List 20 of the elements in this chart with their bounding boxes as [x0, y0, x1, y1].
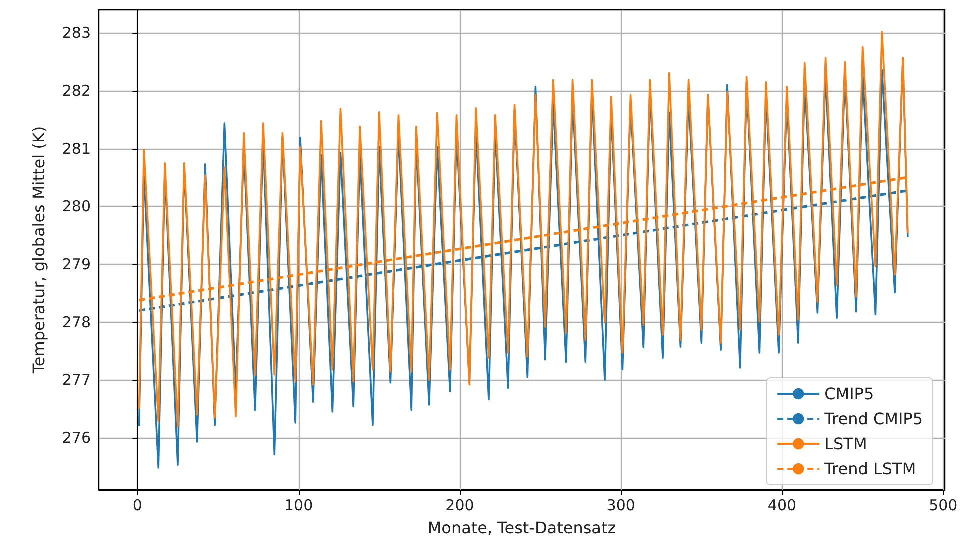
x-tick-label: 500	[929, 496, 958, 514]
y-tick-label: 278	[62, 313, 91, 332]
legend-label: Trend LSTM	[824, 460, 916, 478]
y-tick-label: 279	[62, 255, 91, 274]
x-tick-label: 400	[768, 496, 797, 514]
legend-label: CMIP5	[824, 384, 874, 404]
y-axis-title: Temperatur, globales Mittel (K)	[30, 126, 48, 375]
x-tick-label: 300	[606, 496, 636, 514]
y-tick-label: 280	[62, 198, 91, 216]
legend-label: LSTM	[824, 434, 868, 454]
y-tick-label: 281	[62, 140, 91, 158]
y-tick-label: 282	[62, 82, 91, 100]
y-tick-label: 277	[62, 371, 91, 390]
x-tick-label: 200	[446, 496, 474, 514]
x-axis-title: Monate, Test-Datensatz	[428, 518, 616, 538]
x-tick-label: 100	[284, 496, 314, 514]
x-tick-label: 0	[132, 496, 142, 514]
y-tick-label: 276	[62, 428, 91, 447]
legend-label: Trend CMIP5	[824, 410, 924, 428]
y-tick-label: 283	[62, 24, 91, 42]
